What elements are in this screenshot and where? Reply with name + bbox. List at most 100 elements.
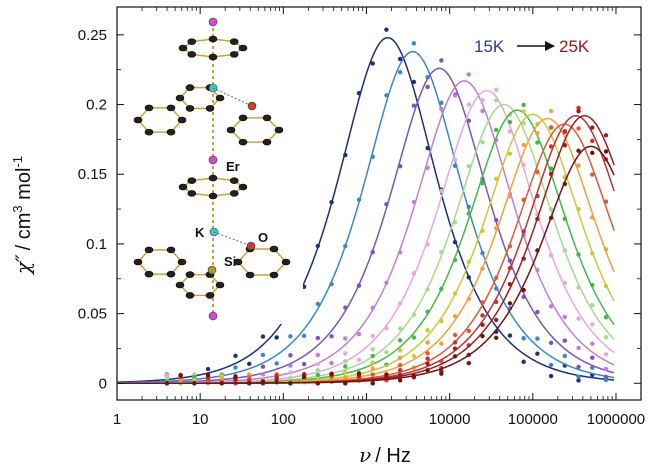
x-tick-label: 100000 <box>508 411 558 428</box>
axes-layer: 1 10 100 1000 10000 100000 1000000 0 0.05 0.1 0.15… <box>78 7 645 428</box>
data-point <box>480 322 485 327</box>
y-tick-label: 0.15 <box>78 166 107 183</box>
data-point <box>494 317 499 323</box>
data-point <box>576 378 581 383</box>
x-tick-label: 1000 <box>350 411 383 428</box>
data-point <box>356 197 362 202</box>
data-point <box>370 249 375 255</box>
data-point <box>507 119 513 125</box>
data-point <box>548 373 554 379</box>
legend-start-label: 15K <box>474 37 505 56</box>
data-point <box>425 287 430 292</box>
data-point <box>494 127 499 133</box>
data-point <box>425 367 430 373</box>
data-point <box>494 335 499 341</box>
data-point <box>452 332 458 338</box>
data-point <box>507 301 513 306</box>
data-point <box>343 375 348 380</box>
data-point <box>521 287 526 293</box>
data-point <box>247 361 252 367</box>
data-point <box>205 366 211 372</box>
data-point <box>370 334 375 339</box>
data-point <box>384 202 389 207</box>
data-point <box>548 108 554 114</box>
data-point <box>494 275 499 281</box>
data-point <box>288 363 293 368</box>
data-point <box>343 336 348 341</box>
data-point <box>452 93 458 98</box>
data-point <box>315 381 321 386</box>
data-point <box>329 360 334 366</box>
data-point <box>439 100 444 105</box>
data-point <box>521 294 526 300</box>
data-point <box>370 360 375 365</box>
data-point <box>356 371 362 376</box>
data-point <box>274 361 279 366</box>
data-point <box>343 364 348 369</box>
inset-k-o-contact-upper <box>212 87 253 107</box>
data-point <box>425 351 430 356</box>
data-point <box>603 314 609 320</box>
data-point <box>480 266 485 271</box>
data-point <box>343 152 348 158</box>
data-point <box>384 280 389 285</box>
inset-ring-left-upper <box>133 104 187 136</box>
data-point <box>494 226 499 231</box>
data-point <box>576 163 581 168</box>
x-tick-label: 1 <box>113 411 121 428</box>
data-point <box>315 361 321 367</box>
data-point <box>548 362 554 368</box>
y-tick-label: 0.2 <box>86 97 107 114</box>
data-point <box>274 380 279 385</box>
x-tick-label: 10000 <box>429 411 471 428</box>
data-point <box>205 372 211 378</box>
inset-atom-er <box>208 155 218 165</box>
data-point <box>590 355 595 360</box>
data-point <box>425 309 430 314</box>
data-point <box>397 301 403 306</box>
data-point <box>562 181 568 187</box>
data-point <box>480 181 485 186</box>
data-point <box>535 309 540 315</box>
data-point <box>274 376 279 382</box>
data-point <box>329 334 334 339</box>
data-point <box>260 372 266 377</box>
data-point <box>590 150 595 156</box>
x-tick-label: 10 <box>192 411 209 428</box>
data-point <box>260 379 266 384</box>
data-point <box>425 165 430 171</box>
data-point <box>452 354 458 359</box>
data-point <box>590 215 595 220</box>
x-tick-label: 100 <box>271 411 296 428</box>
y-tick-label: 0 <box>99 375 107 392</box>
data-point <box>480 333 485 339</box>
data-point <box>480 313 485 318</box>
data-point <box>548 207 554 212</box>
plot-frame <box>116 6 642 401</box>
data-point <box>535 248 540 253</box>
data-point <box>411 335 417 340</box>
data-point <box>397 367 403 373</box>
data-point <box>425 356 430 361</box>
data-point <box>576 364 581 370</box>
data-point <box>548 215 554 221</box>
data-point <box>192 381 197 386</box>
inset-label-o: O <box>258 230 268 245</box>
inset-atom-si <box>207 265 217 275</box>
data-point <box>315 301 321 307</box>
data-point <box>576 252 581 257</box>
inset-ring-middle <box>178 174 248 200</box>
data-point <box>480 108 485 114</box>
data-point <box>411 312 417 317</box>
data-point <box>576 109 581 114</box>
data-point <box>590 125 595 130</box>
data-point <box>576 105 581 111</box>
inset-label-si: Si <box>224 254 236 269</box>
data-point <box>576 126 581 131</box>
data-point <box>247 381 252 386</box>
data-point <box>562 216 568 221</box>
data-point <box>452 346 458 351</box>
data-point <box>562 129 568 134</box>
data-point <box>507 129 513 134</box>
